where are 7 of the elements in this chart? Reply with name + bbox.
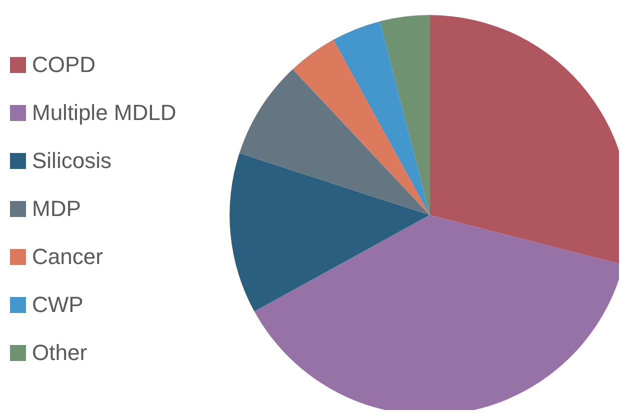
- legend-label: Multiple MDLD: [32, 100, 176, 126]
- legend-label: CWP: [32, 292, 84, 318]
- legend-label: COPD: [32, 52, 96, 78]
- legend-label: MDP: [32, 196, 81, 222]
- legend-label: Other: [32, 340, 88, 366]
- legend-label: Cancer: [32, 244, 103, 270]
- legend-label: Silicosis: [32, 148, 112, 174]
